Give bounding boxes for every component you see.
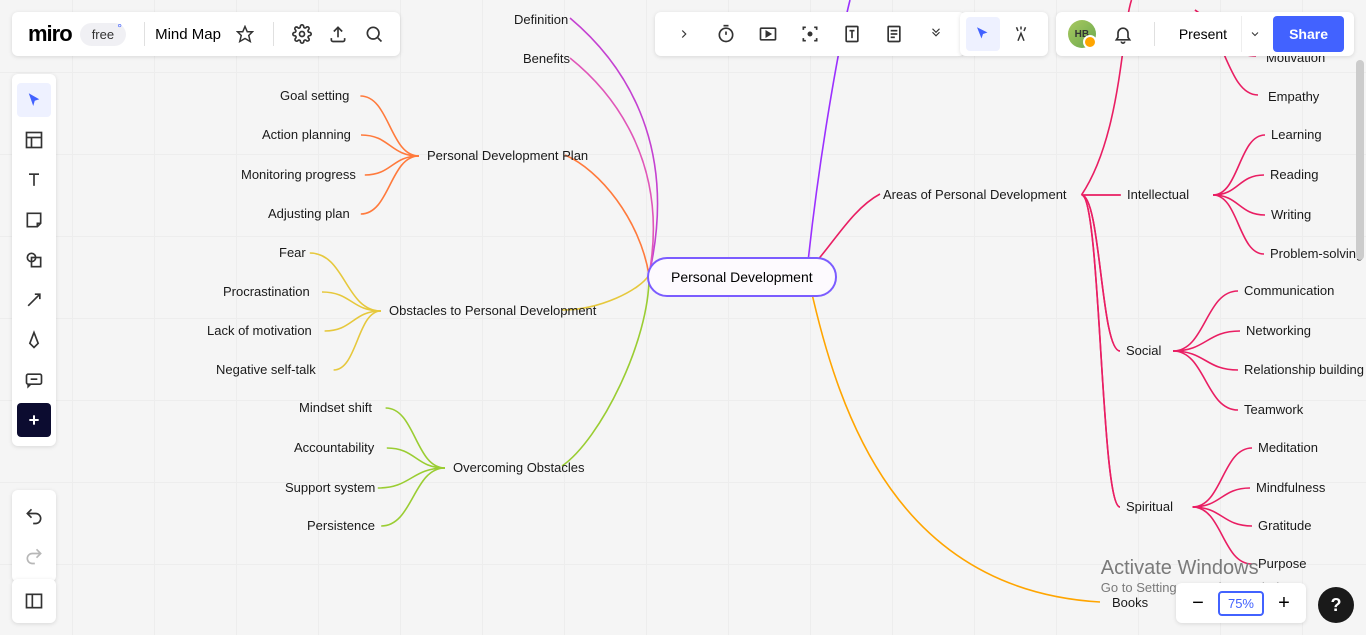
cursor-group — [960, 12, 1048, 56]
canvas[interactable]: Personal Development Definition Benefits P… — [0, 0, 1366, 635]
bell-icon[interactable] — [1106, 17, 1140, 51]
shapes-icon[interactable] — [17, 243, 51, 277]
branch-obstacles[interactable]: Obstacles to Personal Development — [389, 303, 596, 318]
comment-icon[interactable] — [17, 363, 51, 397]
leaf-node[interactable]: Relationship building — [1244, 362, 1364, 377]
help-button[interactable]: ? — [1318, 587, 1354, 623]
leaf-node[interactable]: Negative self-talk — [216, 362, 316, 377]
leaf-node[interactable]: Mindfulness — [1256, 480, 1325, 495]
mindmap-center-node[interactable]: Personal Development — [647, 257, 837, 297]
leaf-node[interactable]: Lack of motivation — [207, 323, 312, 338]
undo-redo-toolbar — [12, 490, 56, 582]
leaf-node[interactable]: Empathy — [1268, 89, 1319, 104]
connector-icon[interactable] — [17, 283, 51, 317]
branch-overcoming[interactable]: Overcoming Obstacles — [453, 460, 585, 475]
logo[interactable]: miro — [28, 21, 72, 47]
leaf-node[interactable]: Action planning — [262, 127, 351, 142]
panel-toggle[interactable] — [12, 579, 56, 623]
doc-icon[interactable] — [877, 17, 911, 51]
present-button[interactable]: Present — [1165, 16, 1241, 52]
avatar-initials: HB — [1075, 29, 1089, 40]
scrollbar-vertical[interactable] — [1356, 60, 1364, 260]
zoom-level[interactable]: 75% — [1218, 591, 1264, 616]
pen-icon[interactable] — [17, 323, 51, 357]
branch-definition[interactable]: Definition — [514, 12, 568, 27]
plan-badge[interactable]: free — [80, 23, 126, 46]
top-center-toolbar — [655, 12, 965, 56]
reactions-icon[interactable] — [1004, 17, 1038, 51]
leaf-node[interactable]: Monitoring progress — [241, 167, 356, 182]
top-right-toolbar: HB Present Share — [960, 12, 1354, 56]
export-icon[interactable] — [328, 24, 348, 44]
leaf-node[interactable]: Writing — [1271, 207, 1311, 222]
branch-books[interactable]: Books — [1112, 595, 1148, 610]
leaf-node[interactable]: Learning — [1271, 127, 1322, 142]
branch-pdp[interactable]: Personal Development Plan — [427, 148, 588, 163]
top-left-toolbar: miro free Mind Map — [12, 12, 400, 56]
leaf-node[interactable]: Support system — [285, 480, 375, 495]
cursor-mode-icon[interactable] — [966, 17, 1000, 51]
zoom-out-button[interactable]: − — [1184, 589, 1212, 617]
leaf-node[interactable]: Accountability — [294, 440, 374, 455]
present-chevron-icon[interactable] — [1241, 16, 1267, 52]
sticky-note-icon[interactable] — [17, 203, 51, 237]
add-more-icon[interactable] — [17, 403, 51, 437]
gear-icon[interactable] — [292, 24, 312, 44]
leaf-node[interactable]: Persistence — [307, 518, 375, 533]
leaf-node[interactable]: Communication — [1244, 283, 1334, 298]
focus-icon[interactable] — [793, 17, 827, 51]
board-name[interactable]: Mind Map — [155, 26, 221, 43]
leaf-node[interactable]: Goal setting — [280, 88, 349, 103]
divider — [144, 22, 145, 46]
leaf-node[interactable]: Adjusting plan — [268, 206, 350, 221]
left-toolbar — [12, 74, 56, 446]
leaf-node[interactable]: Mindset shift — [299, 400, 372, 415]
leaf-node[interactable]: Networking — [1246, 323, 1311, 338]
leaf-node[interactable]: Fear — [279, 245, 306, 260]
branch-areas[interactable]: Areas of Personal Development — [883, 187, 1067, 202]
timer-icon[interactable] — [709, 17, 743, 51]
note-icon[interactable] — [835, 17, 869, 51]
redo-icon[interactable] — [17, 539, 51, 573]
leaf-node[interactable]: Procrastination — [223, 284, 310, 299]
star-icon[interactable] — [235, 24, 255, 44]
zoom-toolbar: − 75% + — [1176, 583, 1306, 623]
branch-benefits[interactable]: Benefits — [523, 51, 570, 66]
leaf-node[interactable]: Gratitude — [1258, 518, 1311, 533]
leaf-node[interactable]: Meditation — [1258, 440, 1318, 455]
collab-group: HB Present Share — [1056, 12, 1354, 56]
templates-icon[interactable] — [17, 123, 51, 157]
chevron-right-icon[interactable] — [667, 17, 701, 51]
more-icon[interactable] — [919, 17, 953, 51]
avatar[interactable]: HB — [1068, 20, 1096, 48]
leaf-node[interactable]: Teamwork — [1244, 402, 1303, 417]
text-tool-icon[interactable] — [17, 163, 51, 197]
select-tool-icon[interactable] — [17, 83, 51, 117]
leaf-node[interactable]: Intellectual — [1127, 187, 1189, 202]
leaf-node[interactable]: Reading — [1270, 167, 1318, 182]
frame-play-icon[interactable] — [751, 17, 785, 51]
share-button[interactable]: Share — [1273, 16, 1344, 52]
leaf-node[interactable]: Purpose — [1258, 556, 1306, 571]
leaf-node[interactable]: Problem-solving — [1270, 246, 1363, 261]
leaf-node[interactable]: Spiritual — [1126, 499, 1173, 514]
zoom-in-button[interactable]: + — [1270, 589, 1298, 617]
search-icon[interactable] — [364, 24, 384, 44]
leaf-node[interactable]: Social — [1126, 343, 1161, 358]
divider — [1154, 22, 1155, 46]
divider — [273, 22, 274, 46]
undo-icon[interactable] — [17, 499, 51, 533]
center-label: Personal Development — [671, 269, 813, 285]
